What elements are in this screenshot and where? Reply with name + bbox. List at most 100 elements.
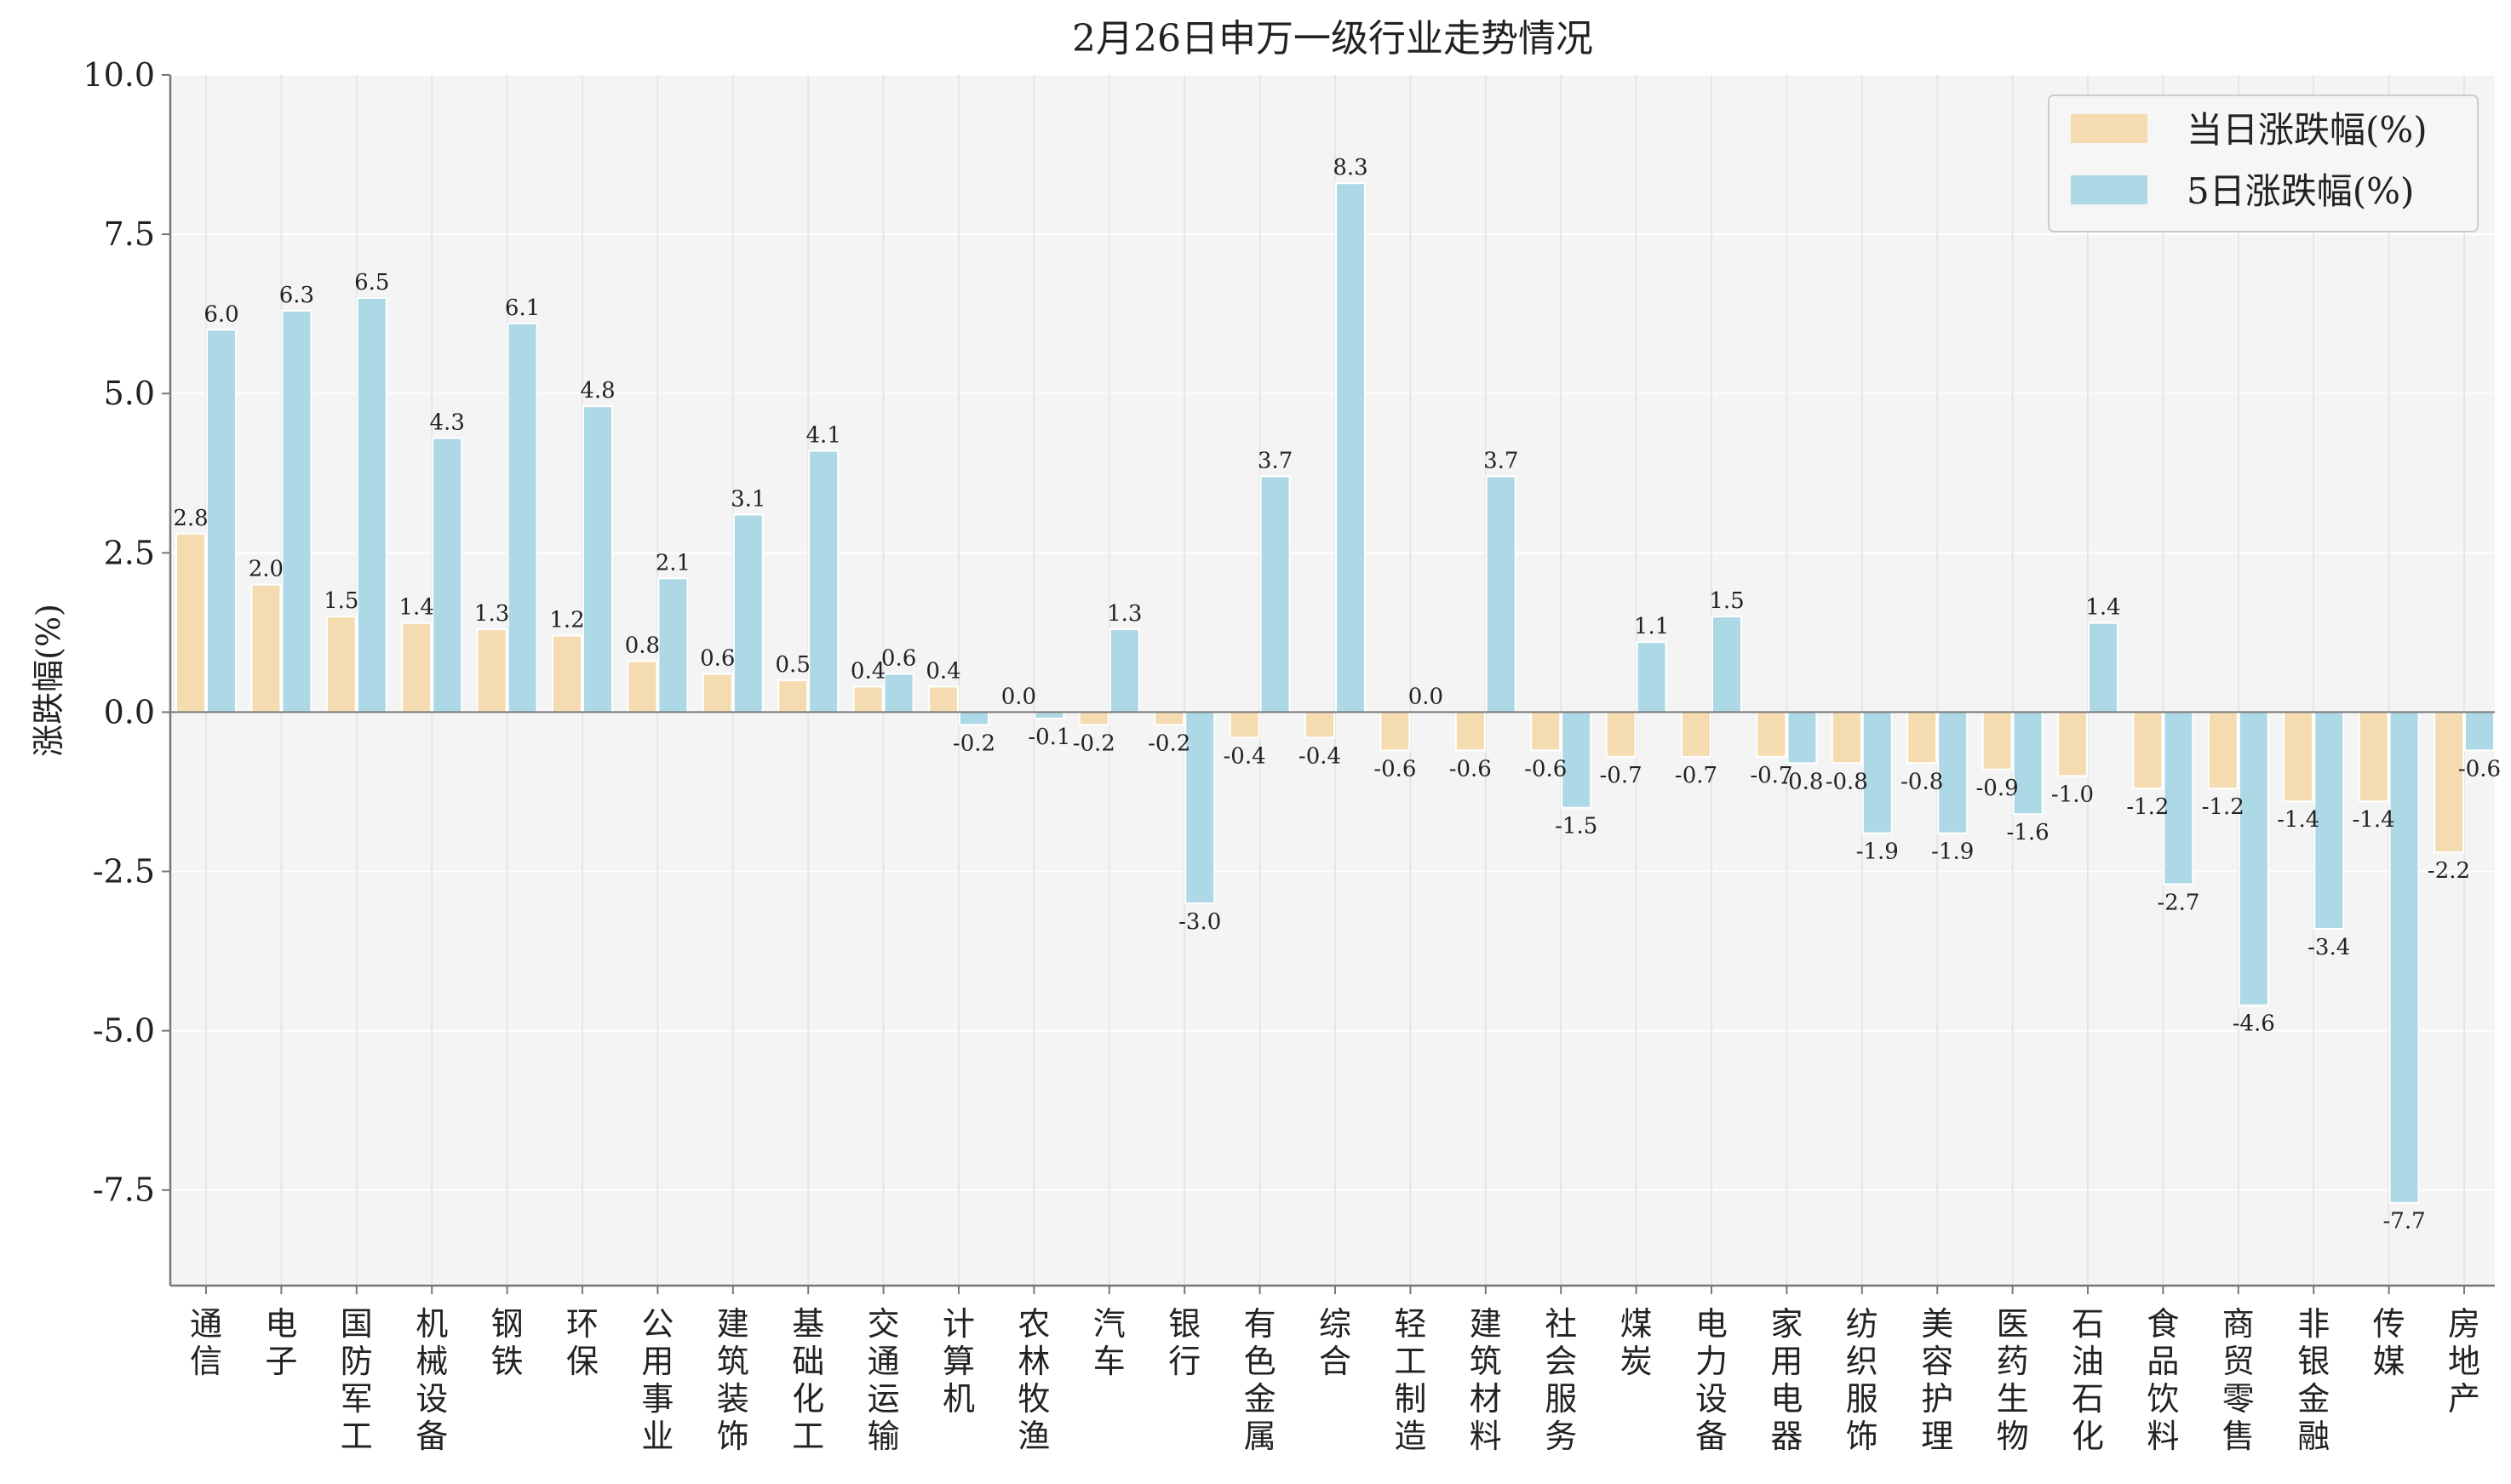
data-label-5day: -0.2 xyxy=(953,731,995,756)
bar-5day xyxy=(1485,475,1516,713)
x-tick-label: 通信 xyxy=(190,1305,222,1380)
bar-daily xyxy=(1229,711,1260,739)
bar-5day xyxy=(1034,711,1065,719)
bar-daily xyxy=(1454,711,1486,752)
bar-daily xyxy=(1304,711,1335,739)
y-ticks: 10.0 7.5 5.0 2.5 0.0 -2.5 -5.0 -7.5 xyxy=(83,56,170,1209)
bar-5day xyxy=(1335,182,1366,713)
bar-daily xyxy=(2434,711,2464,854)
x-tick-label: 家用电器 xyxy=(1770,1305,1803,1455)
bar-5day xyxy=(1861,711,1893,834)
bar-daily xyxy=(1981,711,2013,771)
bar-5day xyxy=(507,322,538,713)
bar-daily xyxy=(401,622,433,713)
data-label-5day: -0.8 xyxy=(1780,769,1823,794)
bar-daily xyxy=(1906,711,1938,765)
data-label-5day: -3.4 xyxy=(2307,935,2350,960)
bar-5day xyxy=(2388,711,2420,1204)
x-tick-label: 纺织服饰 xyxy=(1846,1305,1878,1455)
data-label-daily: -1.2 xyxy=(2202,794,2244,820)
data-label-5day: 3.7 xyxy=(1258,449,1293,474)
x-tick-label: 建筑材料 xyxy=(1470,1305,1502,1455)
x-tick-label: 食品饮料 xyxy=(2147,1305,2179,1455)
bar-daily xyxy=(476,628,507,713)
data-label-5day: -4.6 xyxy=(2233,1011,2275,1037)
data-label-5day: 6.3 xyxy=(279,283,314,308)
data-label-daily: -0.6 xyxy=(1373,756,1416,782)
bar-5day xyxy=(2464,711,2495,752)
bar-daily xyxy=(1530,711,1562,752)
legend: 当日涨跌幅(%) 5日涨跌幅(%) xyxy=(2048,95,2479,232)
data-label-daily: -0.6 xyxy=(1524,756,1567,782)
data-label-daily: 1.4 xyxy=(399,595,434,621)
x-tick-label: 计算机 xyxy=(943,1305,975,1418)
bar-daily xyxy=(2283,711,2314,803)
data-label-daily: -0.7 xyxy=(1750,763,1792,788)
y-tick-label: 5.0 xyxy=(104,375,155,412)
x-tick-label: 社会服务 xyxy=(1545,1305,1577,1455)
x-tick-label: 房地产 xyxy=(2448,1305,2480,1418)
bar-5day xyxy=(1636,641,1667,713)
data-label-daily: -0.6 xyxy=(1449,756,1492,782)
x-tick-label: 煤炭 xyxy=(1620,1305,1653,1380)
bar-daily xyxy=(1681,711,1711,758)
x-tick-label: 传媒 xyxy=(2373,1305,2405,1380)
bar-5day xyxy=(1561,711,1592,809)
bar-daily xyxy=(1831,711,1862,765)
data-label-5day: 8.3 xyxy=(1333,155,1367,180)
y-tick-label: 10.0 xyxy=(83,56,155,94)
bar-5day xyxy=(1259,475,1291,713)
bar-5day xyxy=(281,309,312,713)
data-label-5day: 4.3 xyxy=(430,410,465,436)
data-label-5day: -0.1 xyxy=(1028,725,1070,750)
bar-daily xyxy=(1756,711,1787,758)
bar-5day xyxy=(2088,622,2118,713)
bar-daily xyxy=(250,583,282,713)
data-label-daily: -0.2 xyxy=(1148,731,1190,756)
x-tick-label: 国防军工 xyxy=(341,1305,373,1455)
data-label-5day: -2.7 xyxy=(2157,890,2199,915)
x-tick-label: 电力设备 xyxy=(1695,1305,1728,1455)
bar-daily xyxy=(1379,711,1411,752)
bar-5day xyxy=(959,711,989,726)
data-label-daily: 2.0 xyxy=(249,557,284,582)
bar-5day xyxy=(657,577,689,713)
x-tick-label: 美容护理 xyxy=(1921,1305,1953,1455)
data-label-daily: 0.4 xyxy=(851,658,886,684)
bar-5day xyxy=(356,296,387,713)
data-label-5day: 4.8 xyxy=(580,378,615,404)
x-tick-label: 商贸零售 xyxy=(2222,1305,2255,1455)
x-tick-label: 非银金融 xyxy=(2297,1305,2330,1455)
data-label-daily: -0.7 xyxy=(1600,763,1642,788)
bar-5day xyxy=(1109,628,1140,713)
x-tick-label: 有色金属 xyxy=(1244,1305,1276,1455)
data-labels: 2.8 6.0 2.0 6.3 1.5 6.5 1.4 4.3 1.3 6.1 1.2 4.8 0.8 2… xyxy=(173,155,2501,1234)
data-label-5day: 6.5 xyxy=(354,270,389,295)
bars xyxy=(175,182,2495,1204)
bar-daily xyxy=(702,673,733,713)
legend-label-5day: 5日涨跌幅(%) xyxy=(2187,170,2414,212)
x-tick-label: 轻工制造 xyxy=(1394,1305,1426,1455)
x-tick-label: 石油石化 xyxy=(2072,1305,2104,1455)
data-label-5day: 1.1 xyxy=(1634,614,1669,639)
bar-5day xyxy=(2163,711,2194,885)
data-label-5day: 6.1 xyxy=(505,295,540,321)
data-label-5day: 6.0 xyxy=(204,301,238,327)
data-label-daily: -0.7 xyxy=(1675,763,1717,788)
y-tick-label: -2.5 xyxy=(93,853,155,891)
y-tick-label: 2.5 xyxy=(104,534,155,571)
data-label-5day: -1.9 xyxy=(1856,839,1899,865)
bar-daily xyxy=(1154,711,1185,726)
x-tick-label: 电子 xyxy=(265,1305,297,1380)
x-tick-label: 基础化工 xyxy=(792,1305,824,1455)
x-tick-label: 钢铁 xyxy=(491,1305,524,1380)
legend-label-daily: 当日涨跌幅(%) xyxy=(2187,109,2428,151)
bar-5day xyxy=(432,437,463,713)
x-tick-label: 环保 xyxy=(566,1305,599,1380)
bar-daily xyxy=(2132,711,2164,790)
bar-daily xyxy=(777,679,809,713)
data-label-5day: 1.5 xyxy=(1709,588,1744,614)
y-tick-label: -5.0 xyxy=(93,1012,155,1050)
bar-daily xyxy=(2358,711,2389,803)
